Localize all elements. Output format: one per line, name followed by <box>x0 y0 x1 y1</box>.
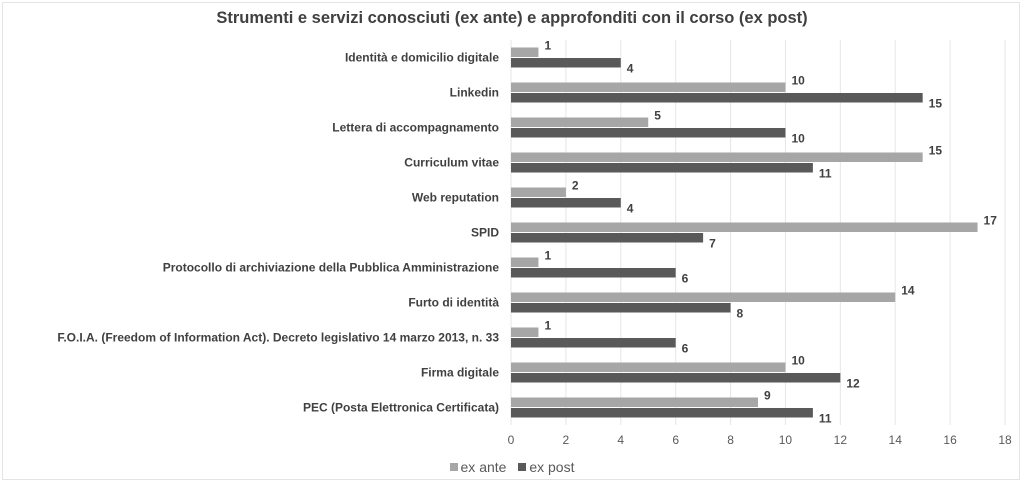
gridlines <box>510 40 1006 425</box>
legend-label-ex-post: ex post <box>529 459 575 475</box>
category-label: Linkedin <box>450 86 499 100</box>
bar-ex-post <box>511 163 813 173</box>
value-label: 17 <box>984 214 998 228</box>
bar-ex-post <box>511 58 621 68</box>
category-label: Protocollo di archiviazione della Pubbli… <box>163 261 500 275</box>
category-label: Web reputation <box>412 191 499 205</box>
bar-ex-ante <box>511 397 758 407</box>
value-label: 8 <box>737 307 744 321</box>
bar-ex-ante <box>511 187 566 197</box>
x-tick-label: 18 <box>998 433 1012 447</box>
value-label: 7 <box>709 237 716 251</box>
bar-ex-post <box>511 128 786 138</box>
bar-ex-ante <box>511 257 539 267</box>
bar-ex-post <box>511 198 621 208</box>
legend-label-ex-ante: ex ante <box>460 459 507 475</box>
x-tick-label: 0 <box>508 433 515 447</box>
bar-ex-ante <box>511 292 896 302</box>
value-label: 15 <box>929 97 943 111</box>
bar-ex-post <box>511 338 676 348</box>
legend: ex ante ex post <box>0 458 1024 475</box>
category-label: F.O.I.A. (Freedom of Information Act). D… <box>57 331 499 345</box>
legend-item-ex-ante: ex ante <box>449 459 507 475</box>
bar-ex-post <box>511 233 704 243</box>
bar-ex-ante <box>511 117 649 127</box>
bar-ex-ante <box>511 152 923 162</box>
legend-item-ex-post: ex post <box>518 459 574 475</box>
value-label: 6 <box>682 342 689 356</box>
x-tick-label: 6 <box>672 433 679 447</box>
bar-ex-post <box>511 93 923 103</box>
value-label: 4 <box>627 202 634 216</box>
x-tick-label: 8 <box>727 433 734 447</box>
value-label: 4 <box>627 62 634 76</box>
value-label: 12 <box>846 377 860 391</box>
category-label: Identità e domicilio digitale <box>345 51 499 65</box>
bar-ex-post <box>511 303 731 313</box>
category-label: SPID <box>471 226 499 240</box>
bar-ex-post <box>511 408 813 418</box>
bar-ex-post <box>511 268 676 278</box>
x-tick-label: 14 <box>889 433 903 447</box>
category-label: PEC (Posta Elettronica Certificata) <box>303 401 499 415</box>
value-label: 14 <box>901 284 915 298</box>
value-label: 15 <box>929 144 943 158</box>
category-label: Furto di identità <box>408 296 499 310</box>
x-tick-label: 12 <box>834 433 848 447</box>
value-label: 5 <box>654 109 661 123</box>
category-label: Curriculum vitae <box>404 156 499 170</box>
bar-ex-ante <box>511 47 539 57</box>
bar-ex-ante <box>511 327 539 337</box>
value-label: 10 <box>791 132 805 146</box>
x-tick-label: 16 <box>943 433 957 447</box>
category-labels: Identità e domicilio digitale Linkedin Let… <box>57 51 499 415</box>
value-label: 1 <box>544 39 551 53</box>
value-label: 6 <box>682 272 689 286</box>
category-label: Firma digitale <box>421 366 499 380</box>
value-label: 1 <box>544 319 551 333</box>
value-label: 10 <box>791 74 805 88</box>
value-label: 2 <box>572 179 579 193</box>
bar-ex-post <box>511 373 841 383</box>
chart-title: Strumenti e servizi conosciuti (ex ante)… <box>216 9 808 27</box>
value-label: 11 <box>819 167 832 181</box>
bar-ex-ante <box>511 82 786 92</box>
x-tick-label: 2 <box>563 433 570 447</box>
legend-swatch-ex-post <box>518 463 527 471</box>
value-label: 1 <box>544 249 551 263</box>
category-label: Lettera di accompagnamento <box>332 121 499 135</box>
value-label: 10 <box>791 354 805 368</box>
x-tick-label: 10 <box>779 433 793 447</box>
legend-swatch-ex-ante <box>449 463 458 471</box>
bar-ex-ante <box>511 362 786 372</box>
x-tick-labels: 0 2 4 6 8 10 12 14 16 18 <box>508 433 1012 447</box>
value-label: 9 <box>764 389 771 403</box>
value-label: 11 <box>819 412 832 426</box>
x-tick-label: 4 <box>617 433 624 447</box>
bar-ex-ante <box>511 222 978 232</box>
bars <box>511 47 978 418</box>
